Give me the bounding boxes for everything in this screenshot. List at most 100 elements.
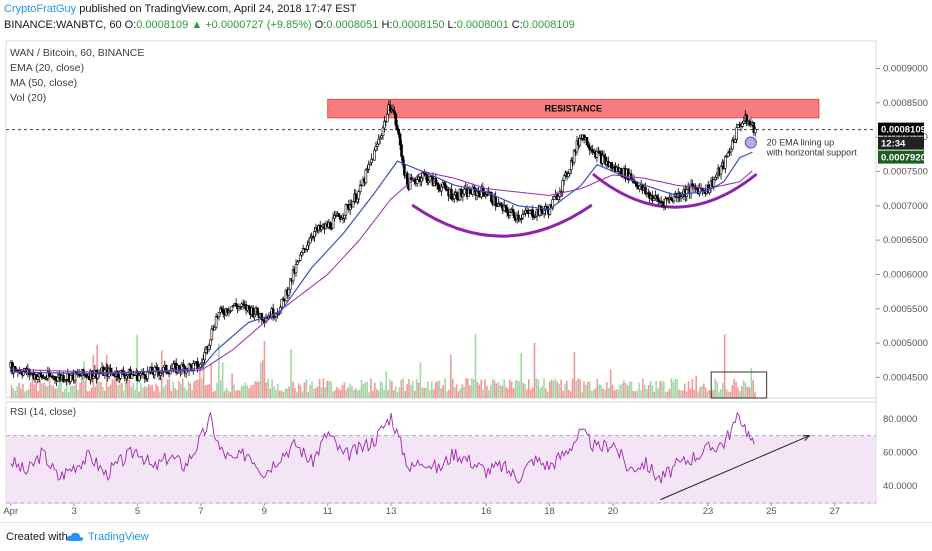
candle-body (591, 149, 594, 153)
volume-highlight-box[interactable] (710, 371, 768, 399)
volume-bar (353, 389, 355, 398)
volume-bar (60, 381, 62, 398)
legend-ma[interactable]: MA (50, close) (10, 77, 78, 89)
candle-body (280, 298, 284, 308)
volume-bar (446, 391, 448, 398)
volume-bar (315, 387, 317, 398)
volume-bar (218, 343, 220, 398)
volume-bar (674, 379, 677, 398)
candle-body (420, 177, 423, 182)
volume-bar (153, 391, 155, 398)
candle-body (731, 139, 734, 150)
candle-body (29, 373, 33, 375)
chart-canvas[interactable]: 0.00090000.00085000.00080000.00075000.00… (0, 36, 932, 522)
volume-bar (423, 387, 426, 398)
candle-body (377, 138, 381, 145)
resistance-zone[interactable] (327, 98, 820, 119)
rsi-trendline[interactable] (660, 435, 810, 501)
volume-bar (737, 387, 739, 398)
candle-body (520, 218, 523, 220)
cup-arc-right[interactable] (592, 173, 758, 209)
candle-body (40, 374, 44, 379)
created-with-text: Created with (6, 531, 68, 543)
candle-body (214, 316, 218, 328)
candle-body (251, 307, 255, 317)
volume-bar (482, 389, 484, 398)
candle-body (162, 366, 165, 373)
ema-support-marker[interactable] (744, 136, 757, 149)
candle-body (572, 150, 576, 163)
candle-body (655, 195, 659, 199)
candle-body (729, 148, 733, 153)
cup-arc-left[interactable] (411, 204, 593, 238)
tradingview-logo[interactable]: TradingView (66, 531, 149, 543)
candle-body (742, 120, 746, 124)
candle-body (143, 374, 147, 379)
candle-body (498, 203, 502, 206)
volume-bar (594, 388, 597, 398)
volume-bar (117, 385, 119, 398)
volume-bar (644, 385, 646, 398)
candle-body (450, 188, 453, 200)
candle-body (585, 136, 589, 146)
volume-bar (65, 381, 68, 398)
o-value: 0.0008109 (136, 19, 189, 31)
candle-body (234, 303, 238, 307)
volume-bar (436, 381, 439, 398)
volume-bar (493, 380, 496, 398)
volume-bar (655, 380, 658, 398)
candle-body (300, 252, 304, 256)
indicator-legend: WAN / Bitcoin, 60, BINANCE EMA (20, clos… (10, 46, 144, 106)
candle-body (301, 248, 305, 254)
volume-bar (712, 389, 715, 398)
candle-body (266, 317, 269, 319)
volume-bar (191, 390, 194, 398)
candle-body (423, 172, 426, 175)
candle-body (522, 212, 526, 215)
candle-body (126, 374, 130, 377)
candle-body (421, 172, 425, 179)
price-tick-label: 0.0005500 (883, 304, 928, 315)
volume-bar (337, 388, 340, 398)
volume-bar (392, 390, 395, 398)
candle-body (261, 319, 265, 321)
volume-bar (389, 379, 391, 398)
candle-body (129, 369, 132, 379)
cloud-icon (66, 532, 84, 541)
candle-body (22, 370, 25, 376)
candle-body (63, 379, 67, 382)
volume-bar (725, 389, 728, 398)
volume-bar (381, 382, 384, 398)
volume-bar (480, 379, 483, 398)
ema-price-badge-bg (878, 150, 924, 164)
symbol-text: BINANCE:WANBTC, 60 (4, 19, 122, 31)
candle-body (287, 288, 291, 296)
legend-vol[interactable]: Vol (20) (10, 92, 47, 104)
volume-bar (324, 387, 327, 398)
legend-ema[interactable]: EMA (20, close) (10, 62, 85, 74)
tradingview-brand: TradingView (88, 531, 149, 543)
candle-body (435, 183, 439, 185)
volume-bar (121, 383, 123, 398)
candle-body (69, 374, 72, 382)
volume-bar (566, 380, 568, 398)
candle-body (380, 135, 383, 139)
volume-bar (364, 381, 367, 398)
volume-bar (746, 386, 749, 398)
candle-body (397, 128, 400, 135)
volume-bar (689, 388, 692, 398)
volume-bar (600, 384, 602, 398)
volume-bar (276, 383, 279, 398)
author-link[interactable]: CryptoFratGuy (4, 3, 77, 15)
volume-bar (208, 383, 211, 398)
candle-body (444, 184, 448, 190)
candle-body (424, 173, 428, 176)
volume-bar (476, 381, 479, 398)
time-tick-label: 20 (608, 506, 619, 517)
volume-bar (351, 386, 353, 398)
candle-body (85, 374, 88, 378)
volume-bar (223, 391, 226, 398)
volume-bar (58, 378, 60, 398)
candle-body (160, 371, 164, 374)
volume-bar (316, 386, 319, 398)
